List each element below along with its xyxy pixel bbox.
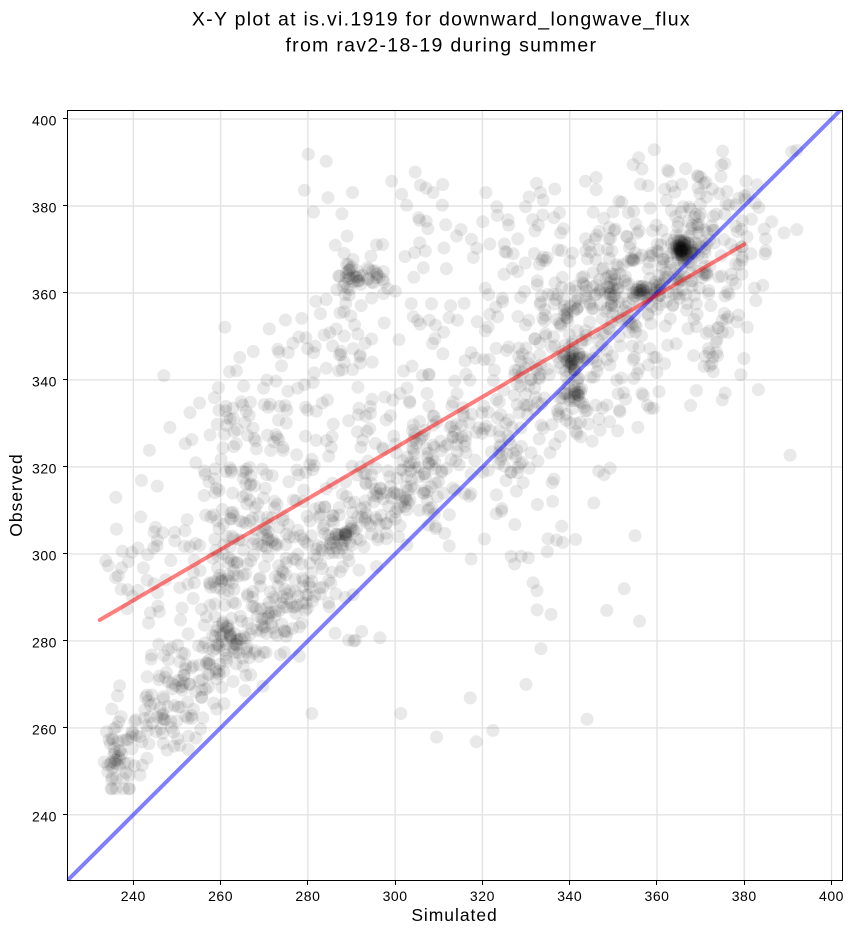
svg-text:240: 240 [32,808,57,824]
svg-text:380: 380 [32,200,57,216]
svg-text:360: 360 [32,287,57,303]
svg-text:400: 400 [819,888,844,904]
svg-text:Observed: Observed [6,453,26,536]
svg-text:380: 380 [732,888,757,904]
svg-text:320: 320 [470,888,495,904]
svg-text:320: 320 [32,461,57,477]
svg-text:340: 340 [557,888,582,904]
svg-text:260: 260 [208,888,233,904]
svg-text:from rav2-18-19 during summer: from rav2-18-19 during summer [285,35,597,57]
svg-text:Simulated: Simulated [411,905,497,925]
svg-text:X-Y plot at is.vi.1919 for dow: X-Y plot at is.vi.1919 for downward_long… [192,9,691,31]
svg-text:300: 300 [32,548,57,564]
svg-text:240: 240 [121,888,146,904]
svg-text:280: 280 [32,635,57,651]
svg-text:300: 300 [383,888,408,904]
svg-text:400: 400 [32,113,57,129]
svg-text:260: 260 [32,722,57,738]
svg-text:280: 280 [295,888,320,904]
svg-text:340: 340 [32,374,57,390]
svg-text:360: 360 [644,888,669,904]
